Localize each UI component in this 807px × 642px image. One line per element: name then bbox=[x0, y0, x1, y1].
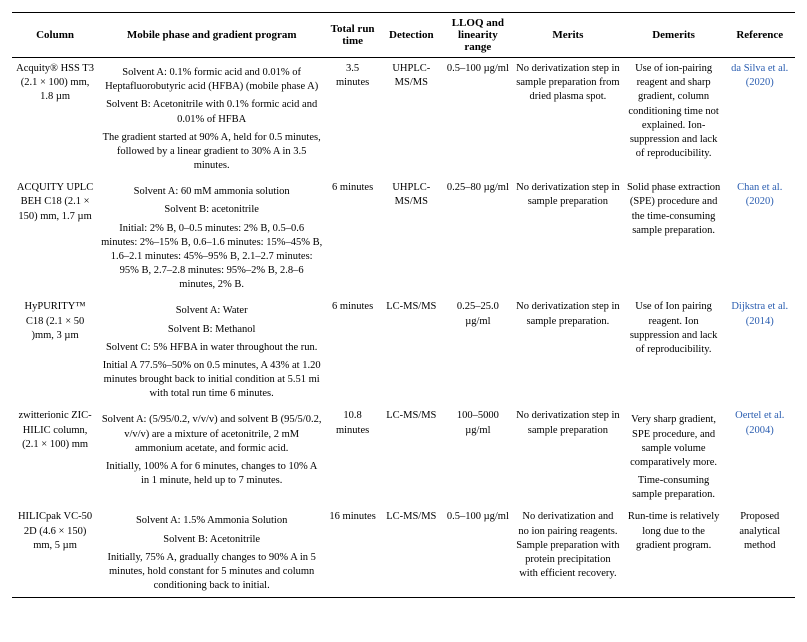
header-column: Column bbox=[12, 13, 98, 58]
mobile-line: Solvent A: 60 mM ammonia solution bbox=[101, 185, 322, 199]
header-runtime: Total run time bbox=[325, 13, 380, 58]
table-row: HILICpak VC-50 2D (4.6 × 150) mm, 5 µm S… bbox=[12, 506, 795, 597]
mobile-line: Solvent B: Acetonitrile with 0.1% formic… bbox=[101, 98, 322, 126]
cell-lloq: 0.5–100 µg/ml bbox=[443, 58, 513, 178]
cell-lloq: 0.25–25.0 µg/ml bbox=[443, 296, 513, 405]
header-demerits: Demerits bbox=[623, 13, 725, 58]
cell-demerits: Use of ion-pairing reagent and sharp gra… bbox=[623, 58, 725, 178]
header-reference: Reference bbox=[724, 13, 795, 58]
cell-runtime: 6 minutes bbox=[325, 177, 380, 296]
mobile-line: Initially, 100% A for 6 minutes, changes… bbox=[101, 460, 322, 488]
mobile-line: Initially, 75% A, gradually changes to 9… bbox=[101, 551, 322, 594]
mobile-line: The gradient started at 90% A, held for … bbox=[101, 131, 322, 174]
cell-mobile-phase: Solvent A: (5/95/0.2, v/v/v) and solvent… bbox=[98, 405, 325, 506]
cell-column: HyPURITY™ C18 (2.1 × 50 )mm, 3 µm bbox=[12, 296, 98, 405]
cell-detection: LC-MS/MS bbox=[380, 506, 443, 597]
mobile-line: Solvent A: 1.5% Ammonia Solution bbox=[101, 514, 322, 528]
cell-runtime: 16 minutes bbox=[325, 506, 380, 597]
header-mobile-phase: Mobile phase and gradient program bbox=[98, 13, 325, 58]
mobile-line: Solvent A: 0.1% formic acid and 0.01% of… bbox=[101, 66, 322, 94]
header-lloq: LLOQ and linearity range bbox=[443, 13, 513, 58]
cell-merits: No derivatization step in sample prepara… bbox=[513, 58, 623, 178]
cell-merits: No derivatization step in sample prepara… bbox=[513, 405, 623, 506]
header-merits: Merits bbox=[513, 13, 623, 58]
cell-runtime: 6 minutes bbox=[325, 296, 380, 405]
table-row: HyPURITY™ C18 (2.1 × 50 )mm, 3 µm Solven… bbox=[12, 296, 795, 405]
cell-mobile-phase: Solvent A: 60 mM ammonia solution Solven… bbox=[98, 177, 325, 296]
cell-detection: LC-MS/MS bbox=[380, 296, 443, 405]
reference-link[interactable]: Dijkstra et al. (2014) bbox=[731, 301, 788, 326]
cell-mobile-phase: Solvent A: 0.1% formic acid and 0.01% of… bbox=[98, 58, 325, 178]
cell-column: HILICpak VC-50 2D (4.6 × 150) mm, 5 µm bbox=[12, 506, 98, 597]
reference-text: Proposed analytical method bbox=[739, 511, 780, 550]
mobile-line: Initial A 77.5%–50% on 0.5 minutes, A 43… bbox=[101, 359, 322, 402]
cell-reference: Oertel et al. (2004) bbox=[724, 405, 795, 506]
cell-detection: UHPLC-MS/MS bbox=[380, 177, 443, 296]
comparison-table: Column Mobile phase and gradient program… bbox=[12, 12, 795, 598]
cell-column: Acquity® HSS T3 (2.1 × 100) mm, 1.8 µm bbox=[12, 58, 98, 178]
cell-reference: Dijkstra et al. (2014) bbox=[724, 296, 795, 405]
cell-demerits: Very sharp gradient, SPE procedure, and … bbox=[623, 405, 725, 506]
cell-demerits: Solid phase extraction (SPE) procedure a… bbox=[623, 177, 725, 296]
mobile-line: Solvent A: Water bbox=[101, 304, 322, 318]
cell-mobile-phase: Solvent A: Water Solvent B: Methanol Sol… bbox=[98, 296, 325, 405]
cell-demerits: Use of Ion pairing reagent. Ion suppress… bbox=[623, 296, 725, 405]
demerits-line: Time-consuming sample preparation. bbox=[626, 474, 722, 502]
cell-runtime: 10.8 minutes bbox=[325, 405, 380, 506]
header-row: Column Mobile phase and gradient program… bbox=[12, 13, 795, 58]
cell-lloq: 0.25–80 µg/ml bbox=[443, 177, 513, 296]
header-detection: Detection bbox=[380, 13, 443, 58]
cell-detection: UHPLC-MS/MS bbox=[380, 58, 443, 178]
reference-link[interactable]: Chan et al. (2020) bbox=[737, 182, 782, 207]
demerits-line: Very sharp gradient, SPE procedure, and … bbox=[626, 413, 722, 470]
mobile-line: Solvent A: (5/95/0.2, v/v/v) and solvent… bbox=[101, 413, 322, 456]
table-row: zwitterionic ZIC-HILIC column, (2.1 × 10… bbox=[12, 405, 795, 506]
table-row: ACQUITY UPLC BEH C18 (2.1 × 150) mm, 1.7… bbox=[12, 177, 795, 296]
table-row: Acquity® HSS T3 (2.1 × 100) mm, 1.8 µm S… bbox=[12, 58, 795, 178]
cell-reference: Proposed analytical method bbox=[724, 506, 795, 597]
cell-reference: da Silva et al. (2020) bbox=[724, 58, 795, 178]
mobile-line: Solvent B: Methanol bbox=[101, 323, 322, 337]
reference-link[interactable]: da Silva et al. (2020) bbox=[731, 63, 788, 88]
cell-mobile-phase: Solvent A: 1.5% Ammonia Solution Solvent… bbox=[98, 506, 325, 597]
cell-demerits: Run-time is relatively long due to the g… bbox=[623, 506, 725, 597]
cell-column: ACQUITY UPLC BEH C18 (2.1 × 150) mm, 1.7… bbox=[12, 177, 98, 296]
cell-lloq: 100–5000 µg/ml bbox=[443, 405, 513, 506]
mobile-line: Solvent C: 5% HFBA in water throughout t… bbox=[101, 341, 322, 355]
cell-merits: No derivatization step in sample prepara… bbox=[513, 296, 623, 405]
cell-lloq: 0.5–100 µg/ml bbox=[443, 506, 513, 597]
cell-column: zwitterionic ZIC-HILIC column, (2.1 × 10… bbox=[12, 405, 98, 506]
table-body: Acquity® HSS T3 (2.1 × 100) mm, 1.8 µm S… bbox=[12, 58, 795, 598]
mobile-line: Solvent B: Acetonitrile bbox=[101, 533, 322, 547]
cell-merits: No derivatization step in sample prepara… bbox=[513, 177, 623, 296]
cell-reference: Chan et al. (2020) bbox=[724, 177, 795, 296]
reference-link[interactable]: Oertel et al. (2004) bbox=[735, 410, 784, 435]
cell-runtime: 3.5 minutes bbox=[325, 58, 380, 178]
mobile-line: Solvent B: acetonitrile bbox=[101, 203, 322, 217]
mobile-line: Initial: 2% B, 0–0.5 minutes: 2% B, 0.5–… bbox=[101, 222, 322, 293]
cell-detection: LC-MS/MS bbox=[380, 405, 443, 506]
cell-merits: No derivatization and no ion pairing rea… bbox=[513, 506, 623, 597]
